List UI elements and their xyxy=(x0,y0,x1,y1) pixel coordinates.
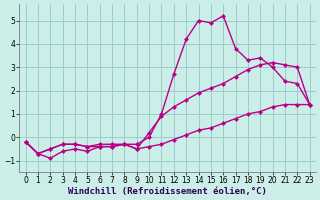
X-axis label: Windchill (Refroidissement éolien,°C): Windchill (Refroidissement éolien,°C) xyxy=(68,187,267,196)
